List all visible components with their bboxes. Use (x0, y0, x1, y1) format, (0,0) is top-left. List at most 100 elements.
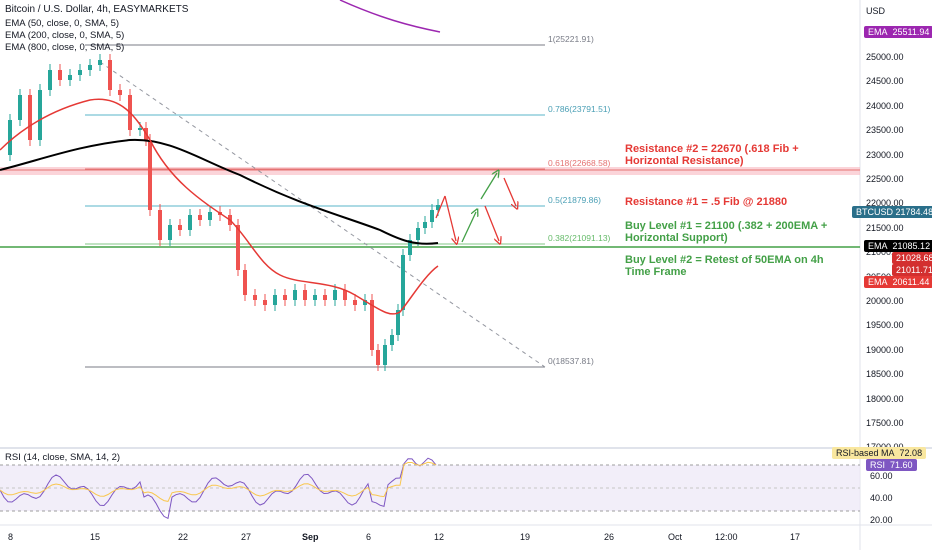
candle-body (243, 270, 247, 295)
price-tick: 18500.00 (866, 369, 904, 380)
price-tick: 23000.00 (866, 149, 904, 160)
arrow-green-up-1 (461, 212, 476, 243)
candle-body (273, 295, 277, 305)
candle-body (8, 120, 12, 155)
price-tick: 22500.00 (866, 174, 904, 184)
candle-body (396, 310, 400, 335)
arrow-red-down-3 (503, 177, 516, 206)
price-tick: 24000.00 (866, 100, 904, 111)
date-tick: Sep (302, 532, 319, 542)
date-tick: 12 (434, 532, 445, 542)
price-tick: 22000.00 (866, 198, 904, 209)
date-tick: 17 (790, 532, 801, 542)
arrow-red-up-1 (435, 195, 446, 219)
resistance1-note: Resistance #1 = .5 Fib @ 21880 (625, 196, 788, 208)
candle-body (188, 215, 192, 230)
fib-label-05: 0.5(21879.86) (548, 195, 601, 205)
ema800-legend[interactable]: EMA (800, close, 0, SMA, 5) (5, 42, 125, 53)
candle-body (28, 95, 32, 140)
candle-body (108, 60, 112, 90)
arrow-red-down-2 (484, 205, 499, 241)
price-tick: 24500.00 (866, 76, 904, 87)
fib-label-0618: 0.618(22668.58) (548, 158, 611, 168)
candle-body (408, 240, 412, 255)
fib-label-1: 1(25221.91) (548, 34, 594, 44)
date-tick: 12:00 (715, 532, 738, 542)
candle-body (370, 300, 374, 350)
candle-body (148, 140, 152, 210)
candle-body (383, 345, 387, 365)
buy1-note: Buy Level #1 = 21100 (.382 + 200EMA + Ho… (625, 220, 828, 244)
candle-body (168, 225, 172, 240)
candle-body (390, 335, 394, 345)
candles (8, 54, 440, 371)
trendline (99, 61, 546, 368)
level1-tag: 21028.68 (892, 252, 932, 264)
rsi-tick: 40.00 (870, 493, 893, 503)
fib-label-0382: 0.382(21091.13) (548, 233, 611, 243)
candle-body (436, 205, 440, 210)
rsi-tick: 60.00 (870, 471, 893, 481)
candle-body (343, 290, 347, 300)
candle-body (416, 228, 420, 240)
rsi-ma-line (0, 461, 437, 502)
candle-body (48, 70, 52, 90)
price-tick: 19500.00 (866, 320, 904, 331)
candle-body (376, 350, 380, 365)
candle-body (313, 295, 317, 300)
rsi-ma-tag: RSI-based MA 72.08 (832, 447, 927, 459)
price-tick: 19000.00 (866, 344, 904, 355)
candle-body (98, 60, 102, 65)
candle-body (68, 75, 72, 80)
rsi-tick: 20.00 (870, 515, 893, 525)
date-tick: 22 (178, 532, 189, 542)
date-tick: 19 (520, 532, 531, 542)
rsi-legend[interactable]: RSI (14, close, SMA, 14, 2) (5, 452, 121, 463)
price-tick: 25000.00 (866, 52, 904, 62)
btcusd-tag: BTCUSD 21784.48 (852, 206, 932, 218)
candle-body (198, 215, 202, 220)
arrow-red-down-1 (444, 195, 456, 241)
candle-body (363, 300, 367, 305)
date-tick: Oct (668, 532, 683, 542)
price-tick: 21500.00 (866, 222, 904, 233)
candle-body (430, 210, 434, 222)
candle-body (58, 70, 62, 80)
date-tick: 27 (241, 532, 252, 542)
resistance-zone (0, 167, 860, 175)
price-tick: 21000.00 (866, 247, 904, 258)
candle-body (118, 90, 122, 95)
ema50-line (0, 98, 439, 315)
candle-body (353, 300, 357, 305)
candle-body (38, 90, 42, 140)
candle-body (236, 225, 240, 270)
arrow-green-up-2 (480, 173, 497, 200)
ema800-tag: EMA 25511.94 (864, 26, 932, 38)
candle-body (283, 295, 287, 300)
date-tick: 15 (90, 532, 101, 542)
price-tick: 23500.00 (866, 125, 904, 136)
candle-body (423, 222, 427, 228)
ema200-legend[interactable]: EMA (200, close, 0, SMA, 5) (5, 30, 125, 41)
date-tick: 26 (604, 532, 615, 542)
candle-body (263, 300, 267, 305)
candle-body (88, 65, 92, 70)
fib-label-0786: 0.786(23791.51) (548, 104, 611, 114)
candle-body (333, 290, 337, 300)
chart-title: Bitcoin / U.S. Dollar, 4h, EASYMARKETS (5, 4, 189, 15)
date-tick: 8 (8, 532, 14, 542)
candle-body (208, 212, 212, 220)
candle-body (18, 95, 22, 120)
ema200-line (0, 138, 439, 245)
resistance2-note: Resistance #2 = 22670 (.618 Fib + Horizo… (625, 143, 799, 167)
candle-body (138, 128, 142, 130)
candle-body (178, 225, 182, 230)
candle-body (401, 255, 405, 310)
price-tick: 17500.00 (866, 418, 904, 428)
ema800-line (339, 0, 441, 33)
ema50-legend[interactable]: EMA (50, close, 0, SMA, 5) (5, 18, 120, 29)
candle-body (253, 295, 257, 300)
date-tick: 6 (366, 532, 372, 542)
